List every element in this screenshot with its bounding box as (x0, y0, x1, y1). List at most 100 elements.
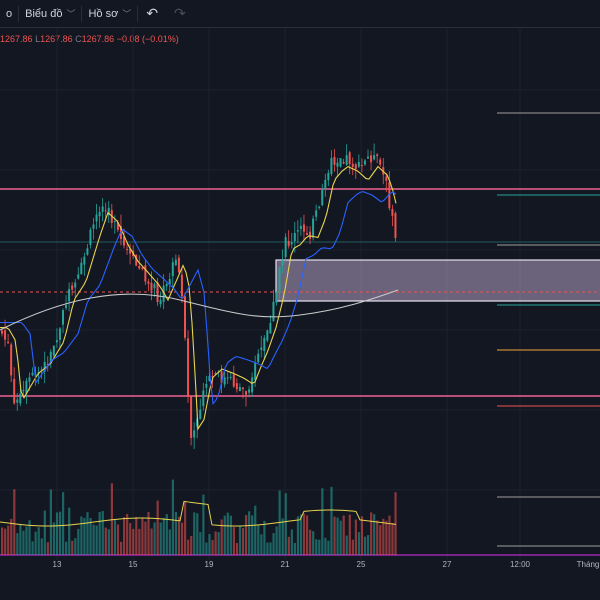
toolbar-divider (81, 5, 83, 22)
volume-bar (104, 527, 107, 555)
x-tick-label: 12:00 (510, 560, 531, 569)
ma-slow-line (0, 289, 399, 331)
candle-body (357, 161, 360, 167)
volume-bar (187, 539, 190, 555)
candle-body (135, 254, 138, 266)
volume-bar (180, 522, 184, 555)
volume-bar (214, 531, 217, 555)
candle-body (272, 301, 275, 322)
volume-bar (193, 512, 196, 555)
candle-body (68, 288, 71, 302)
candle-body (162, 285, 165, 302)
undo-icon[interactable]: ↶ (146, 5, 159, 21)
candle-body (205, 383, 208, 388)
candle-body (83, 256, 86, 265)
volume-bar (354, 519, 357, 555)
volume-bar (208, 534, 211, 555)
volume-bar (293, 542, 296, 555)
candle-body (177, 257, 180, 273)
candle-body (299, 226, 302, 229)
candle-body (309, 231, 312, 239)
change-value: −0.08 (−0.01%) (116, 34, 179, 44)
candle-body (19, 393, 22, 404)
candle-body (168, 279, 171, 285)
top-toolbar: o Biểu đồ ﹀ Hồ sơ ﹀ ↶ ↷ (0, 0, 600, 28)
x-tick-label: 27 (443, 560, 452, 569)
candle-body (251, 377, 254, 393)
candle-body (208, 376, 211, 381)
volume-bar (226, 512, 229, 555)
candle-body (98, 211, 101, 217)
candle-body (339, 158, 342, 167)
chart-menu-button[interactable]: Biểu đồ ﹀ (19, 7, 81, 20)
chevron-down-icon: ﹀ (122, 9, 132, 19)
toolbar-divider (18, 5, 20, 22)
volume-bar (336, 517, 339, 555)
candle-body (245, 391, 247, 395)
candle-body (263, 337, 266, 352)
candle-body (13, 378, 16, 404)
profile-menu-button[interactable]: Hồ sơ ﹀ (82, 7, 137, 20)
candle-body (80, 262, 83, 275)
volume-bar (379, 525, 382, 555)
volume-bar (4, 528, 7, 555)
volume-bar (37, 527, 40, 555)
redo-icon[interactable]: ↷ (174, 5, 186, 21)
low-value: 1267.86 (40, 34, 73, 44)
supply-zone[interactable] (275, 259, 600, 302)
volume-bar (345, 535, 348, 555)
volume-bar (34, 531, 37, 555)
candle-body (306, 233, 308, 235)
volume-bar (147, 511, 150, 555)
volume-bar (229, 515, 232, 555)
truncated-menu[interactable]: o (0, 8, 18, 20)
volume-bar (92, 524, 95, 555)
x-tick-label: 21 (281, 560, 290, 569)
candle-body (327, 172, 330, 181)
candle-body (92, 224, 95, 229)
volume-bar (211, 539, 214, 555)
volume-bar (83, 517, 86, 555)
candle-body (248, 389, 251, 393)
volume-bar (196, 513, 199, 555)
ma-mid-line (0, 191, 397, 406)
candle-body (266, 330, 269, 341)
volume-bar (49, 489, 52, 555)
candle-body (116, 222, 119, 230)
candle-body (89, 229, 92, 245)
candle-body (370, 155, 373, 163)
candle-body (269, 322, 272, 334)
volume-bar (174, 511, 178, 555)
candle-body (62, 310, 64, 325)
volume-bar (165, 514, 168, 555)
candle-body (180, 274, 183, 297)
volume-bar (357, 532, 361, 555)
candle-body (22, 390, 25, 392)
volume-bar (58, 511, 62, 555)
x-tick-label: 19 (205, 560, 214, 569)
volume-bar (126, 513, 129, 555)
volume-bar (306, 515, 309, 555)
x-tick-label: Tháng (577, 560, 600, 569)
volume-bar (391, 523, 394, 555)
candle-body (241, 387, 244, 390)
volume-bar (98, 511, 101, 555)
candle-body (367, 156, 369, 159)
candle-body (107, 207, 110, 216)
volume-bar (144, 521, 147, 555)
candle-body (77, 274, 80, 279)
candle-body (95, 214, 98, 222)
volume-bar (65, 541, 68, 555)
candle-body (275, 292, 278, 303)
candle-body (226, 377, 229, 379)
price-chart[interactable]: 13 15 19 21 25 27 12:00 Tháng (0, 28, 600, 600)
candle-body (129, 248, 132, 254)
candle-body (174, 259, 177, 266)
volume-bar (1, 527, 4, 555)
volume-bar (251, 515, 254, 555)
candle-body (46, 363, 49, 365)
volume-bar (153, 522, 156, 555)
candle-body (373, 155, 376, 160)
candle-body (10, 344, 13, 376)
candle-body (296, 230, 299, 232)
